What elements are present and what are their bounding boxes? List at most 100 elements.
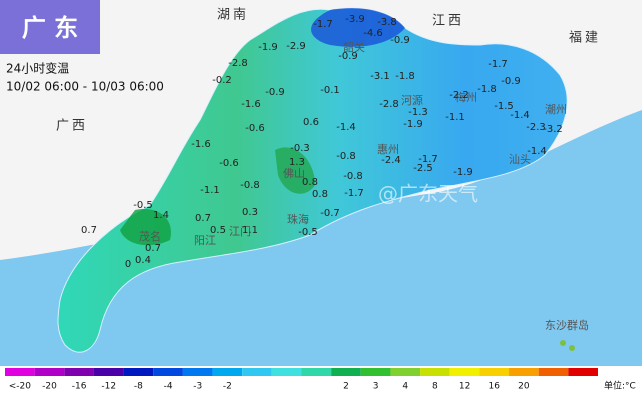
warm-area (275, 147, 315, 194)
legend-label: 2 (343, 382, 349, 392)
station-value: -0.1 (320, 85, 340, 96)
subtitle: 24小时变温 (6, 61, 69, 76)
legend-label: -8 (134, 382, 143, 392)
legend-label: -16 (72, 382, 87, 392)
city-label: 茂名 (139, 229, 161, 243)
legend-swatch (182, 368, 213, 376)
station-value: -0.5 (133, 200, 153, 211)
station-value: -1.7 (344, 188, 364, 199)
legend-swatch (568, 368, 598, 376)
station-value: 0.7 (81, 225, 97, 236)
station-value: -0.7 (320, 208, 340, 219)
legend-swatch (390, 368, 421, 376)
station-value: -0.8 (336, 151, 356, 162)
city-label: 惠州 (377, 142, 399, 156)
station-value: 1.1 (242, 225, 258, 236)
station-value: -0.5 (298, 227, 318, 238)
station-value: -3.9 (345, 14, 365, 25)
station-value: -1.3 (408, 107, 428, 118)
legend-label: -2 (223, 382, 232, 392)
legend-swatch (271, 368, 302, 376)
station-value: 0.4 (135, 255, 151, 266)
city-label: 汕头 (509, 153, 531, 166)
legend-label: 4 (402, 382, 408, 392)
station-value: -2.4 (381, 155, 401, 166)
station-value: -0.9 (265, 87, 285, 98)
station-value: -0.8 (343, 171, 363, 182)
legend-label: 3 (373, 382, 379, 392)
station-value: 0.3 (242, 207, 258, 218)
legend-swatch (538, 368, 569, 376)
cold-area (311, 8, 405, 47)
sea (0, 110, 642, 366)
province-label: 江西 (432, 14, 464, 29)
legend-swatch (123, 368, 154, 376)
period: 10/02 06:00 - 10/03 06:00 (6, 80, 164, 94)
station-value: -1.6 (241, 99, 261, 110)
legend-swatch (242, 368, 272, 376)
station-value: 0.7 (195, 213, 211, 224)
station-value: -0.3 (290, 143, 310, 154)
city-label: 河源 (401, 93, 423, 107)
station-value: -2.3 (526, 122, 546, 133)
station-value: -1.7 (488, 59, 508, 70)
legend-swatch (64, 368, 94, 376)
legend-swatch (34, 368, 65, 376)
station-value: 1.4 (153, 210, 169, 221)
legend-unit: 单位:°C (604, 380, 636, 392)
station-value: -1.8 (395, 71, 415, 82)
legend-swatch (420, 368, 450, 376)
legend-swatch (212, 368, 243, 376)
station-value: -0.6 (245, 123, 265, 134)
station-value: -1.4 (336, 122, 356, 133)
legend-label: 12 (459, 382, 470, 392)
legend-label: -20 (42, 382, 57, 392)
legend-label: 8 (432, 382, 438, 392)
city-label: 阳江 (194, 234, 216, 247)
title: 广 东 (22, 14, 78, 42)
station-value: -3.1 (370, 71, 390, 82)
station-value: -3.2 (543, 124, 563, 135)
station-value: -0.8 (240, 180, 260, 191)
legend-swatch (93, 368, 124, 376)
legend-label: 20 (518, 382, 530, 392)
legend-swatch (479, 368, 510, 376)
city-label: 江门 (229, 224, 251, 238)
station-value: -1.8 (477, 84, 497, 95)
station-value: -1.4 (510, 110, 530, 121)
province-label: 广西 (56, 119, 88, 134)
legend-swatch (331, 368, 361, 376)
legend-swatch (449, 368, 480, 376)
province-label: 福建 (569, 31, 601, 46)
station-value: -0.2 (212, 75, 232, 86)
legend-label: <-20 (9, 382, 32, 392)
station-value: -4.6 (363, 28, 383, 39)
station-value: 0.8 (302, 177, 318, 188)
province-label: 湖南 (217, 7, 249, 23)
station-value: 0 (125, 259, 131, 270)
station-value: -2.5 (413, 163, 433, 174)
station-value: -0.6 (219, 158, 239, 169)
station-value: -1.4 (527, 146, 547, 157)
station-value: -2.8 (228, 58, 248, 69)
warm-area (120, 209, 171, 246)
legend-label: 16 (488, 382, 500, 392)
station-value: -1.6 (191, 139, 211, 150)
island (560, 340, 566, 346)
station-value: -1.1 (445, 112, 465, 123)
legend-label: -3 (193, 382, 202, 392)
city-label: 潮州 (545, 102, 567, 116)
station-value: -2.2 (449, 90, 469, 101)
watermark: @广东天气 (378, 182, 478, 206)
station-value: -0.9 (501, 76, 521, 87)
station-value: -1.7 (313, 19, 333, 30)
legend-swatch (301, 368, 332, 376)
station-value: -3.8 (377, 17, 397, 28)
city-label: 东沙群岛 (545, 318, 589, 332)
station-value: -0.9 (338, 51, 358, 62)
city-label: 佛山 (283, 167, 305, 180)
city-label: 韶关 (343, 40, 365, 54)
legend-swatch (360, 368, 391, 376)
